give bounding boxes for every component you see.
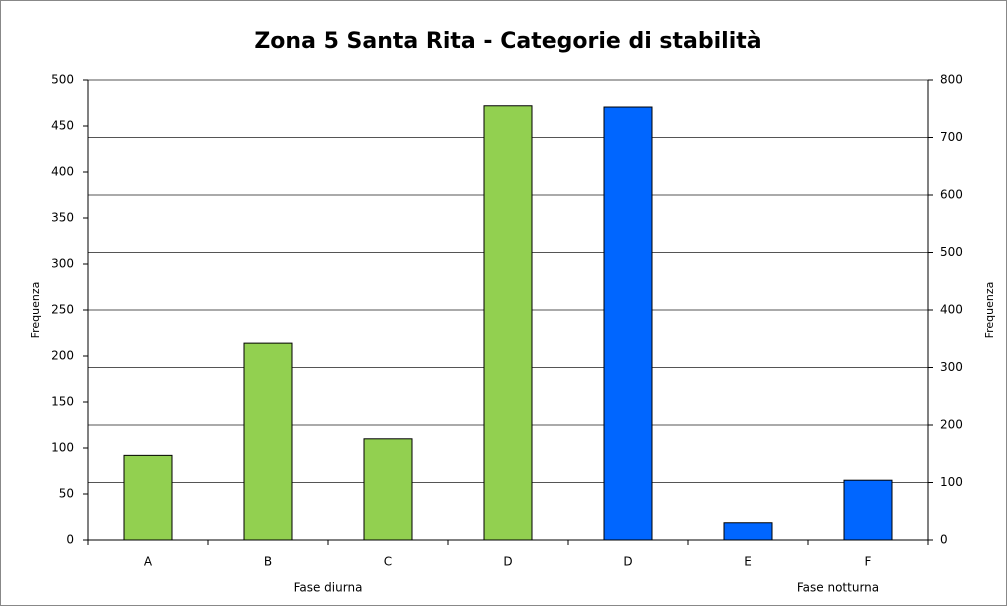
y-axis-label: Frequenza xyxy=(29,282,42,339)
y-tick-label: 100 xyxy=(51,441,74,455)
x-tick-label: C xyxy=(384,555,392,569)
group-label: Fase notturna xyxy=(797,581,879,595)
y-tick-label: 450 xyxy=(51,119,74,133)
y2-tick-label: 0 xyxy=(940,533,948,547)
y-tick-label: 200 xyxy=(51,349,74,363)
x-tick-label: D xyxy=(503,555,512,569)
bar xyxy=(243,342,293,541)
x-tick-label: B xyxy=(264,555,272,569)
y2-tick-label: 100 xyxy=(940,475,963,489)
y2-tick-label: 800 xyxy=(940,73,963,87)
bar xyxy=(603,106,653,541)
y2-tick-label: 400 xyxy=(940,303,963,317)
y-tick-label: 300 xyxy=(51,257,74,271)
chart-title: Zona 5 Santa Rita - Categorie di stabili… xyxy=(254,29,761,54)
x-tick-label: F xyxy=(865,555,872,569)
y-tick-label: 500 xyxy=(51,73,74,87)
group-label: Fase diurna xyxy=(294,581,363,595)
y2-tick-label: 200 xyxy=(940,418,963,432)
y2-tick-label: 500 xyxy=(940,245,963,259)
x-tick-label: E xyxy=(744,555,752,569)
y-tick-label: 50 xyxy=(59,487,74,501)
bar xyxy=(843,479,893,541)
y-tick-label: 150 xyxy=(51,395,74,409)
bar xyxy=(123,454,173,541)
y2-tick-label: 700 xyxy=(940,130,963,144)
bar xyxy=(483,105,533,541)
bar xyxy=(363,438,413,541)
y2-tick-label: 600 xyxy=(940,188,963,202)
x-tick-label: D xyxy=(623,555,632,569)
bar xyxy=(723,522,773,541)
y2-tick-label: 300 xyxy=(940,360,963,374)
x-tick-label: A xyxy=(144,555,153,569)
y-tick-label: 0 xyxy=(66,533,74,547)
y-tick-label: 250 xyxy=(51,303,74,317)
y2-axis-label: Frequenza xyxy=(983,282,996,339)
y-tick-label: 400 xyxy=(51,165,74,179)
y-tick-label: 350 xyxy=(51,211,74,225)
